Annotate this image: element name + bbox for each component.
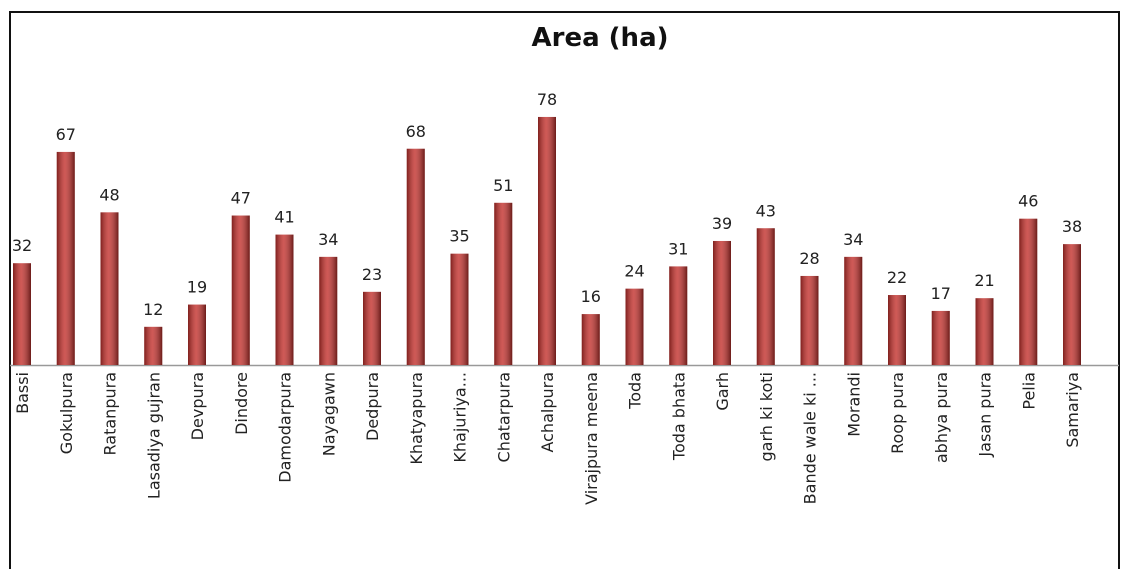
data-label: 67 [56, 125, 76, 144]
data-label: 32 [12, 236, 32, 255]
x-tick-label: Khajuriya... [451, 372, 470, 463]
bar [13, 263, 31, 365]
x-tick-label: Chatarpura [494, 372, 513, 462]
data-label: 34 [318, 230, 338, 249]
bar [975, 298, 994, 365]
data-label: 35 [449, 227, 469, 246]
x-tick-label: Morandi [844, 372, 863, 437]
x-tick-label: garh ki koti [757, 372, 776, 461]
chart-frame [9, 11, 1120, 569]
x-tick-label: Khatyapura [407, 372, 426, 465]
x-tick-label: Jasan pura [976, 372, 995, 458]
data-label: 51 [493, 176, 513, 195]
x-tick-label: Devpura [188, 372, 207, 440]
bar [1063, 244, 1081, 365]
data-label: 34 [843, 230, 863, 249]
bar [100, 212, 119, 365]
data-label: 41 [274, 208, 294, 227]
data-label: 17 [931, 284, 951, 303]
bar [625, 288, 644, 365]
bar [188, 304, 206, 365]
data-label: 16 [581, 287, 601, 306]
x-tick-label: Samariya [1063, 372, 1082, 448]
x-tick-label: Lasadiya gujran [144, 372, 163, 499]
bar [494, 202, 513, 365]
x-tick-label: Virajpura meena [582, 372, 601, 505]
bar [406, 148, 425, 365]
bar [581, 314, 600, 365]
x-tick-label: Toda bhata [669, 372, 688, 461]
data-label: 39 [712, 214, 732, 233]
bar [844, 256, 863, 365]
data-label: 19 [187, 278, 207, 297]
bar [800, 275, 819, 365]
x-tick-label: Dedpura [363, 372, 382, 441]
chart-title: Area (ha) [532, 23, 669, 53]
x-tick-label: Achalpura [538, 372, 557, 453]
data-label: 23 [362, 265, 382, 284]
data-label: 43 [756, 201, 776, 220]
bar [888, 295, 906, 365]
x-tick-label: Bassi [13, 372, 32, 414]
data-label: 38 [1062, 217, 1082, 236]
x-tick-label: Dindore [232, 372, 251, 435]
data-label: 21 [974, 271, 994, 290]
bar [231, 215, 250, 365]
x-tick-label: Garh [713, 372, 732, 411]
bar [144, 326, 163, 365]
bar [713, 240, 731, 365]
bar [669, 266, 688, 365]
bar [363, 291, 381, 365]
x-tick-label: Pelia [1019, 372, 1038, 410]
bar [450, 253, 469, 365]
bar [275, 234, 294, 365]
bar [1019, 218, 1038, 365]
x-tick-label: Toda [626, 372, 645, 410]
x-tick-label: Nayagawn [319, 372, 338, 456]
x-tick-label: Ratanpura [101, 372, 120, 455]
data-label: 46 [1018, 192, 1038, 211]
data-label: 47 [231, 189, 251, 208]
bar [56, 151, 75, 365]
data-label: 12 [143, 300, 163, 319]
x-tick-label: abhya pura [932, 372, 951, 463]
data-label: 48 [99, 185, 119, 204]
bar [319, 256, 338, 365]
data-label: 78 [537, 90, 557, 109]
data-label: 28 [799, 249, 819, 268]
x-tick-label: Bande wale ki ... [801, 372, 820, 504]
x-tick-label: Damodarpura [276, 372, 295, 483]
x-tick-label: Gokulpura [57, 372, 76, 454]
data-label: 22 [887, 268, 907, 287]
bar [538, 116, 556, 366]
x-tick-label: Roop pura [888, 372, 907, 454]
bar [931, 310, 950, 365]
bar [756, 228, 775, 365]
data-label: 31 [668, 239, 688, 258]
data-label: 68 [406, 122, 426, 141]
data-label: 24 [624, 262, 644, 281]
